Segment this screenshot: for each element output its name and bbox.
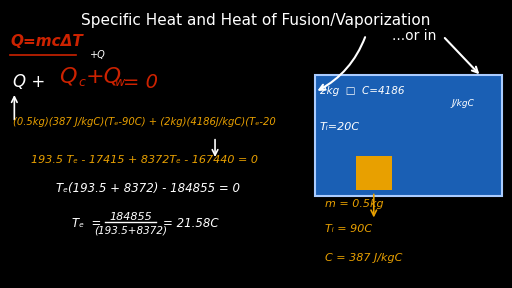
Text: Tᵢ = 90C: Tᵢ = 90C [325, 224, 372, 234]
Text: Q +: Q + [13, 73, 45, 91]
Text: 2kg  □  C=4186: 2kg □ C=4186 [320, 86, 404, 96]
Bar [315, 75, 502, 196]
Text: = 0: = 0 [123, 73, 158, 92]
Text: C = 387 J/kgC: C = 387 J/kgC [325, 253, 402, 263]
Text: m = 0.5kg: m = 0.5kg [325, 200, 384, 209]
Text: Tₑ  =: Tₑ = [72, 217, 101, 230]
Text: Specific Heat and Heat of Fusion/Vaporization: Specific Heat and Heat of Fusion/Vaporiz… [81, 13, 431, 28]
Text: +Q: +Q [86, 66, 122, 86]
Text: c: c [78, 75, 85, 89]
Text: w: w [115, 75, 125, 89]
Text: Tₑ(193.5 + 8372) - 184855 = 0: Tₑ(193.5 + 8372) - 184855 = 0 [56, 182, 240, 195]
Text: J/kgC: J/kgC [452, 99, 475, 108]
Text: = 21.58C: = 21.58C [163, 217, 219, 230]
Text: Q: Q [59, 66, 76, 86]
Text: (193.5+8372): (193.5+8372) [94, 226, 167, 235]
Text: +Q: +Q [90, 50, 105, 60]
Text: (0.5kg)(387 J/kgC)(Tₑ-90C) + (2kg)(4186J/kgC)(Tₑ-20: (0.5kg)(387 J/kgC)(Tₑ-90C) + (2kg)(4186J… [13, 118, 275, 127]
Bar [356, 156, 392, 190]
Text: ...or in: ...or in [392, 29, 436, 43]
Text: 184855: 184855 [109, 213, 152, 222]
Text: Q=mcΔT: Q=mcΔT [10, 34, 83, 49]
Text: 193.5 Tₑ - 17415 + 8372Tₑ - 167440 = 0: 193.5 Tₑ - 17415 + 8372Tₑ - 167440 = 0 [31, 155, 258, 165]
Text: Tᵢ=20C: Tᵢ=20C [320, 122, 360, 132]
